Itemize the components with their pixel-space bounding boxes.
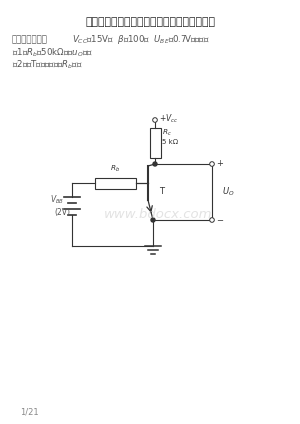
Circle shape: [153, 118, 157, 122]
Text: 1/21: 1/21: [20, 407, 39, 416]
Text: −: −: [216, 217, 223, 226]
Bar: [95, 178, 136, 189]
Text: T: T: [159, 187, 164, 195]
Text: 5 kΩ: 5 kΩ: [162, 139, 178, 145]
Text: $R_b$: $R_b$: [110, 163, 121, 173]
Text: （2）若T临界饱和，则$R_b$＝？: （2）若T临界饱和，则$R_b$＝？: [12, 59, 83, 71]
Text: （1）$R_b$＝50kΩ时，$u_O$＝？: （1）$R_b$＝50kΩ时，$u_O$＝？: [12, 47, 93, 59]
Text: (2V): (2V): [54, 208, 70, 217]
Text: $U_O$: $U_O$: [222, 186, 235, 198]
Text: 电路如图所示，: 电路如图所示，: [12, 36, 48, 45]
Text: 南京信息工程大学滨江学院模电期末试题答案: 南京信息工程大学滨江学院模电期末试题答案: [85, 17, 215, 27]
Bar: [149, 128, 161, 158]
Text: +: +: [216, 159, 223, 168]
Circle shape: [151, 218, 155, 222]
Text: www.bdocx.com: www.bdocx.com: [104, 209, 212, 221]
Circle shape: [210, 162, 214, 166]
Text: $V_{CC}$＝15V，  $β$＝100，  $U_{BE}$＝0.7V，试问：: $V_{CC}$＝15V， $β$＝100， $U_{BE}$＝0.7V，试问：: [72, 33, 209, 47]
Circle shape: [153, 162, 157, 166]
Text: +$V_{cc}$: +$V_{cc}$: [159, 113, 178, 125]
Circle shape: [210, 218, 214, 222]
Text: $V_{BB}$: $V_{BB}$: [50, 193, 64, 206]
Text: $R_c$: $R_c$: [162, 128, 172, 138]
